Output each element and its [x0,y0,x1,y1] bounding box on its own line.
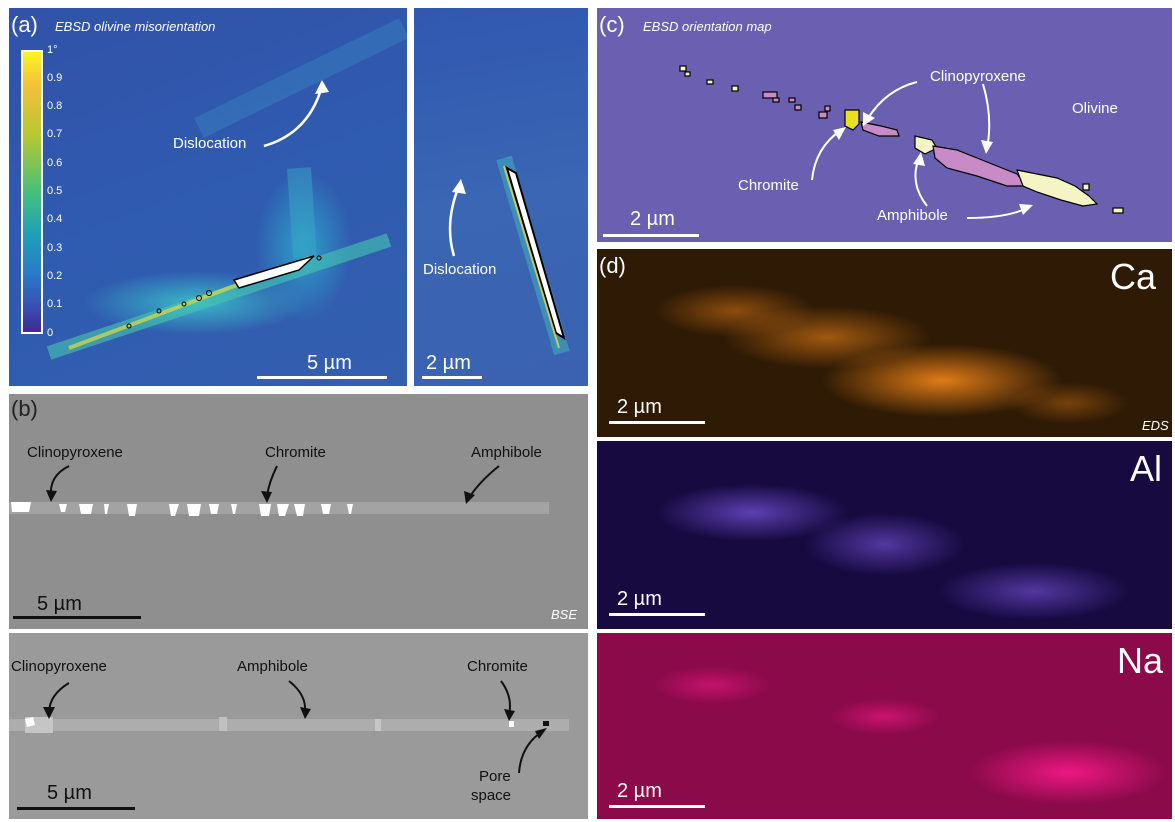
al-label: Al [1130,448,1163,489]
na-label: Na [1117,640,1164,681]
ca-scale-label: 2 µm [617,396,662,418]
na-scale-bar [609,805,705,808]
dislocation-label-2: Dislocation [423,261,497,278]
inclusion-shape-right [505,165,566,341]
panel-b-top: (b) Clinopyroxene Chromite Amphibole 5 µ… [9,394,588,629]
panel-d-label: (d) [599,253,626,278]
misorientation-map [46,18,407,360]
bse-top-scale-bar [13,616,141,619]
na-scale-label: 2 µm [617,780,662,802]
orientation-chromite-label: Chromite [738,177,799,194]
orientation-amphibole-label: Amphibole [877,207,948,224]
orientation-cpx-label: Clinopyroxene [930,68,1026,85]
panel-d-ca: (d) Ca 2 µm EDS [597,249,1172,437]
panel-c: (c) EBSD orientation map Clinopyroxene O… [597,8,1172,242]
scale-bar-2um-a [422,376,482,379]
panel-c-title: EBSD orientation map [643,19,772,34]
dislocation-label-1: Dislocation [173,135,247,152]
bse-bottom-amphibole-label: Amphibole [237,658,308,675]
bse-tag: BSE [551,607,578,622]
eds-tag: EDS [1142,418,1169,433]
bse-bottom-scale-label: 5 µm [47,782,92,804]
bse-image-top [9,465,549,516]
panel-a-label: (a) [11,12,38,37]
panel-a-title: EBSD olivine misorientation [55,19,216,34]
orientation-scale-label: 2 µm [630,208,675,230]
ca-scale-bar [609,421,705,424]
orientation-scale-bar [603,234,699,237]
panel-c-label: (c) [599,12,625,37]
bse-top-cpx-label: Clinopyroxene [27,444,123,461]
colorbar [21,50,43,334]
pore-label-1: Pore [479,768,511,785]
pore-label-2: space [471,787,512,804]
panel-b-label: (b) [11,396,38,421]
bse-top-amphibole-label: Amphibole [471,444,542,461]
bse-top-scale-label: 5 µm [37,593,82,615]
panel-d-na: Na 2 µm [597,633,1172,819]
panel-d-al: Al 2 µm [597,441,1172,629]
orientation-olivine-label: Olivine [1072,100,1118,117]
panel-b-bottom: Clinopyroxene Amphibole Chromite Pore sp… [9,633,588,819]
bse-bottom-scale-bar [17,807,135,810]
bse-bottom-chromite-label: Chromite [467,658,528,675]
scale-label-2um-a: 2 µm [426,352,471,374]
al-scale-bar [609,613,705,616]
inclusion-shape [232,255,315,289]
scale-label-5um: 5 µm [307,352,352,374]
scale-bar-5um [257,376,387,379]
bse-top-chromite-label: Chromite [265,444,326,461]
panel-a-left: (a) EBSD olivine misorientation 1° 0.9 0… [9,8,407,386]
panel-a-right: Dislocation 2 µm [414,8,588,386]
bse-image-bottom [9,680,569,774]
al-scale-label: 2 µm [617,588,662,610]
colorbar-ticks: 1° 0.9 0.8 0.7 0.6 0.5 0.4 0.3 0.2 0.1 0 [47,44,63,339]
ca-label: Ca [1110,256,1157,297]
orientation-map [679,65,1124,219]
bse-bottom-cpx-label: Clinopyroxene [11,658,107,675]
misorientation-map-right [448,155,570,356]
